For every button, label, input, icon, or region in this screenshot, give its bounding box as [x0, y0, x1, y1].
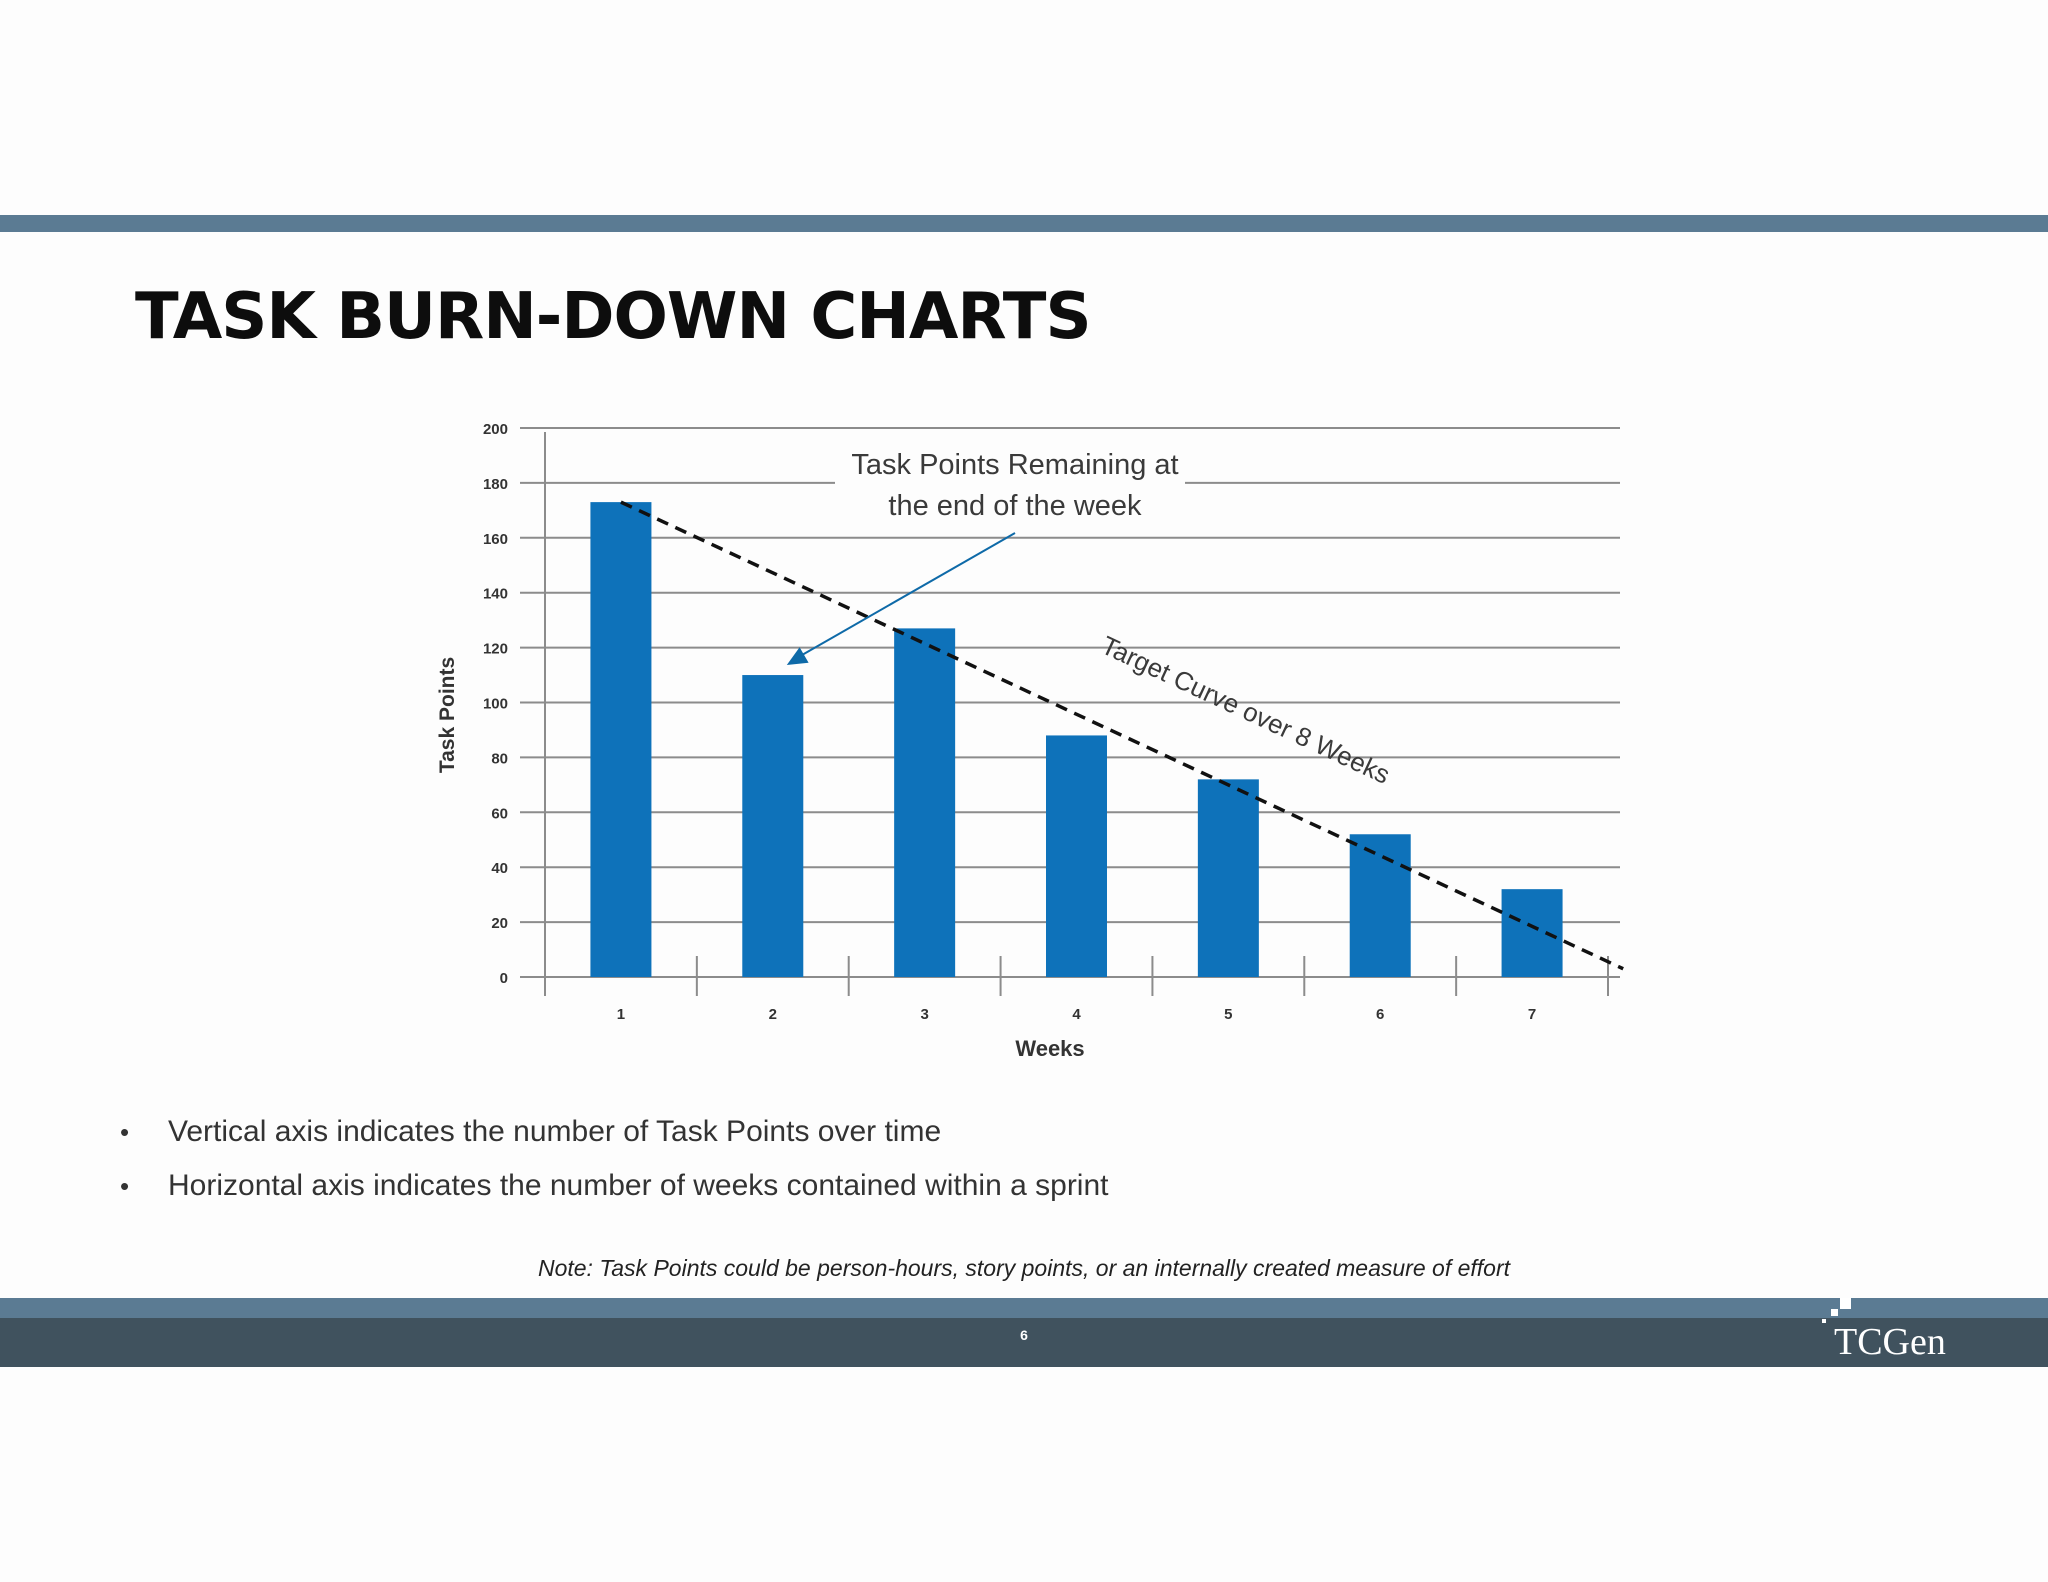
axes — [544, 432, 1609, 996]
y-tick-label: 180 — [483, 476, 508, 493]
slide-title: TASK BURN-DOWN CHARTS — [135, 280, 1092, 354]
y-tick-label: 60 — [491, 805, 508, 822]
target-curve — [620, 500, 1624, 971]
bullet-item: Vertical axis indicates the number of Ta… — [118, 1105, 1109, 1159]
bar — [1046, 735, 1107, 977]
x-tick-label: 5 — [1224, 1006, 1232, 1023]
bar — [1197, 779, 1259, 977]
x-tick-label: 2 — [769, 1006, 777, 1023]
bullet-item: Horizontal axis indicates the number of … — [118, 1159, 1109, 1213]
callout-background — [835, 444, 1185, 524]
y-tick-label: 20 — [491, 915, 508, 932]
burn-down-chart: 0 20 40 60 80 100 120 140 160 180 200 1 2 3 4 5 6 7 Task… — [436, 421, 1624, 1061]
x-tick-labels: 1 2 3 4 5 6 7 — [617, 1006, 1536, 1023]
x-tick-label: 7 — [1528, 1006, 1536, 1023]
logo-text: TCGen — [1834, 1321, 1946, 1363]
y-tick-label: 100 — [483, 696, 508, 713]
bar — [590, 502, 652, 977]
logo-mark-icon — [1822, 1298, 1851, 1323]
y-tick-label: 200 — [483, 421, 508, 438]
bullet-list: Vertical axis indicates the number of Ta… — [118, 1105, 1109, 1213]
bar — [894, 628, 956, 977]
y-tick-labels: 0 20 40 60 80 100 120 140 160 180 200 — [483, 421, 508, 987]
footer-bar-light — [0, 1298, 2048, 1318]
x-tick-label: 3 — [920, 1006, 928, 1023]
callout-arrow — [786, 532, 1016, 665]
y-tick-label: 0 — [500, 970, 508, 987]
y-tick-label: 80 — [491, 750, 508, 767]
y-axis-label: Task Points — [436, 657, 459, 773]
target-curve-label: Target Curve over 8 Weeks — [1097, 630, 1395, 790]
x-tick-label: 1 — [617, 1006, 625, 1023]
bars — [590, 502, 1563, 977]
bar — [1349, 834, 1411, 977]
page-number: 6 — [1020, 1327, 1028, 1343]
y-tick-label: 140 — [483, 586, 508, 603]
target-curve-line — [620, 500, 1624, 971]
callout-arrowhead — [786, 647, 809, 665]
x-tick-label: 4 — [1072, 1006, 1081, 1023]
callout-text-line2: the end of the week — [888, 490, 1142, 522]
callout-text-line1: Task Points Remaining at — [851, 449, 1178, 481]
x-tick-label: 6 — [1376, 1006, 1384, 1023]
callout-arrow-line — [796, 532, 1016, 659]
footnote: Note: Task Points could be person-hours,… — [537, 1255, 1511, 1281]
footer-bar-dark — [0, 1318, 2048, 1367]
bar — [1501, 889, 1563, 977]
header-bar — [0, 215, 2048, 232]
company-logo: TCGen — [1818, 1298, 1998, 1364]
y-tick-label: 120 — [483, 641, 508, 658]
y-tick-label: 40 — [491, 860, 508, 877]
bar — [742, 675, 804, 977]
x-axis-label: Weeks — [1015, 1036, 1084, 1061]
y-tick-label: 160 — [483, 531, 508, 548]
